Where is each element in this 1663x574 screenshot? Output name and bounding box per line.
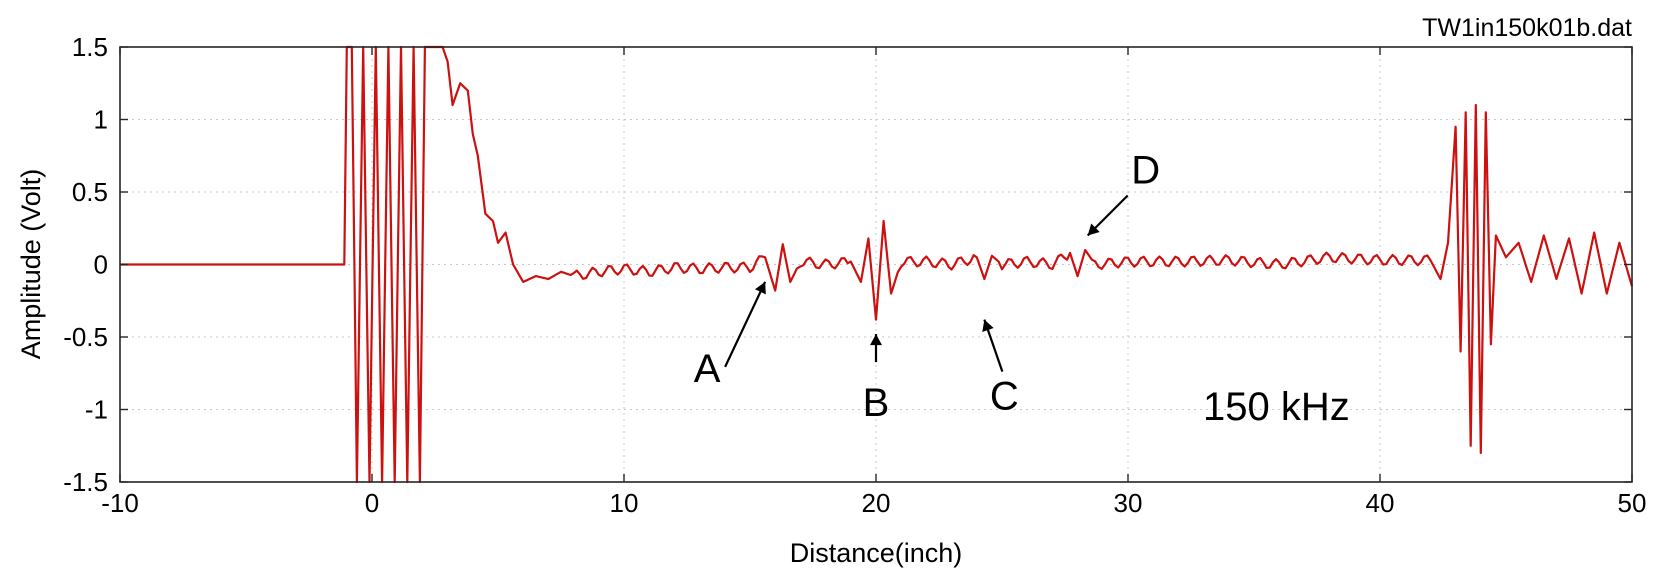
y-tick-label: 0 [94, 250, 108, 280]
y-tick-label: -1.5 [63, 467, 108, 497]
x-tick-label: 20 [862, 488, 891, 518]
y-tick-label: -1 [85, 395, 108, 425]
y-tick-label: 1.5 [72, 32, 108, 62]
x-tick-label: 30 [1114, 488, 1143, 518]
y-tick-label: 0.5 [72, 177, 108, 207]
x-ticks: -10 0 10 20 30 40 50 [101, 47, 1646, 518]
x-tick-label: -10 [101, 488, 139, 518]
x-tick-label: 10 [610, 488, 639, 518]
annotation-label-b: B [863, 381, 890, 425]
annotation-label-d: D [1131, 149, 1160, 193]
x-tick-label: 50 [1618, 488, 1647, 518]
x-tick-label: 0 [365, 488, 379, 518]
y-axis-label: Amplitude (Volt) [16, 169, 46, 360]
data-line-group [120, 45, 1634, 484]
annotation-arrow [724, 281, 767, 368]
y-tick-label: 1 [94, 105, 108, 135]
y-tick-label: -0.5 [63, 322, 108, 352]
x-tick-label: 40 [1366, 488, 1395, 518]
annotation-arrowhead [870, 334, 882, 346]
chart-title: TW1in150k01b.dat [1422, 14, 1632, 42]
annotation-arrowhead [755, 281, 766, 295]
annotation-label-a: A [694, 347, 721, 391]
annotation-arrowhead [1087, 223, 1100, 236]
x-axis-label: Distance(inch) [790, 538, 963, 568]
annotation-group: A B C D [694, 149, 1160, 426]
annotation-label-c: C [990, 375, 1019, 419]
y-ticks: -1.5 -1 -0.5 0 0.5 1 1.5 [63, 32, 1632, 497]
series-line [120, 45, 1634, 484]
annotation-arrowhead [982, 319, 994, 332]
frequency-label: 150 kHz [1203, 385, 1350, 429]
